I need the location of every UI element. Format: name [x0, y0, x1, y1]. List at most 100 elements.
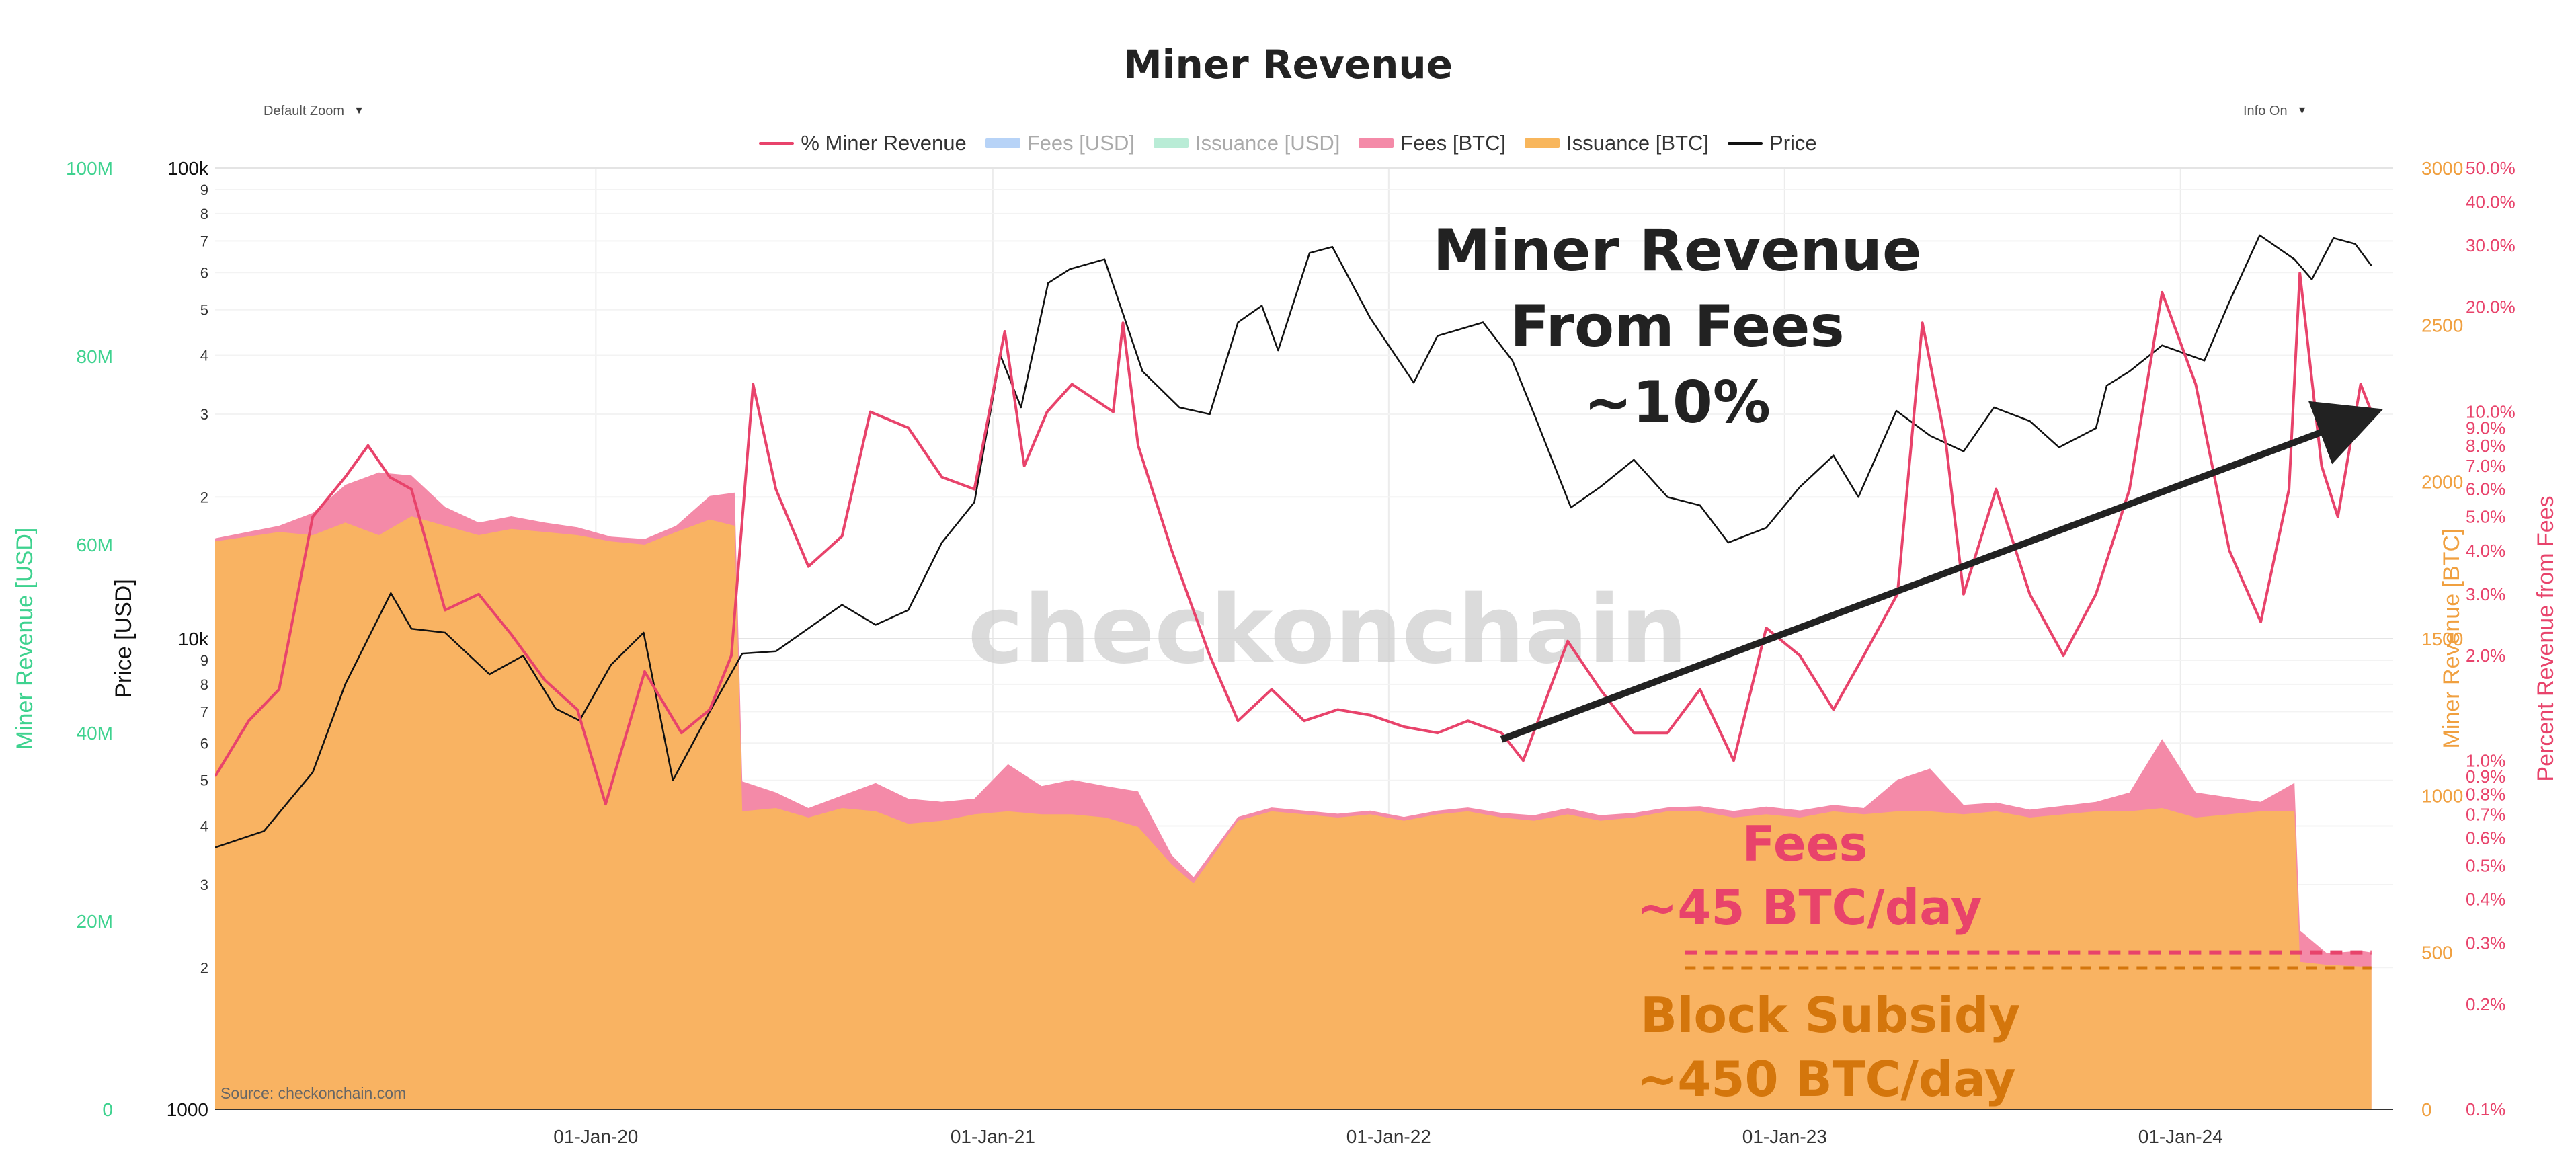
legend-swatch [1728, 142, 1763, 145]
subsidy-value: ~450 BTC/day [1637, 1051, 2016, 1107]
chevron-down-icon: ▼ [2296, 105, 2308, 116]
btc-revenue-tick: 2000 [2421, 472, 2463, 493]
price-minor-tick: 4 [200, 818, 208, 835]
fee-pct-tick: 0.8% [2466, 785, 2505, 805]
miner-revenue-pct-line [215, 272, 2373, 806]
fee-pct-tick: 30.0% [2466, 235, 2515, 255]
price-minor-tick: 5 [200, 772, 208, 789]
x-tick-label: 01-Jan-20 [553, 1126, 638, 1147]
usd-revenue-tick: 40M [77, 723, 113, 744]
btc-revenue-tick: 3000 [2421, 158, 2463, 179]
usd-revenue-tick: 60M [77, 534, 113, 555]
info-dropdown-label: Info On [2243, 103, 2288, 118]
revenue-areas [215, 472, 2372, 1109]
zoom-dropdown[interactable]: Default Zoom ▼ [255, 99, 385, 122]
price-line [215, 234, 2372, 848]
source-note: Source: checkonchain.com [220, 1084, 407, 1102]
watermark: checkonchain [968, 575, 1688, 685]
legend-label: Fees [BTC] [1400, 131, 1506, 155]
legend-item[interactable]: Price [1728, 131, 1817, 155]
legend-item[interactable]: Fees [USD] [985, 131, 1135, 155]
legend-label: Fees [USD] [1027, 131, 1135, 155]
fee-pct-tick: 2.0% [2466, 645, 2505, 666]
price-minor-tick: 5 [200, 302, 208, 319]
x-tick-label: 01-Jan-21 [951, 1126, 1035, 1147]
arrow-annotation: Miner Revenue From Fees ~10% [1433, 217, 1922, 436]
price-minor-tick: 8 [200, 206, 208, 223]
legend-swatch [985, 138, 1020, 148]
legend-label: % Miner Revenue [801, 131, 967, 155]
price-minor-tick: 6 [200, 735, 208, 752]
fee-pct-tick: 0.5% [2466, 855, 2505, 875]
fee-pct-tick: 9.0% [2466, 417, 2505, 438]
fee-pct-tick: 20.0% [2466, 296, 2515, 317]
series-lines [215, 234, 2373, 848]
legend-item[interactable]: Fees [BTC] [1359, 131, 1506, 155]
fee-pct-tick: 4.0% [2466, 541, 2505, 561]
legend-label: Price [1769, 131, 1817, 155]
price-minor-tick: 7 [200, 703, 208, 720]
btc-revenue-tick: 2500 [2421, 315, 2463, 335]
subsidy-title: Block Subsidy [1640, 987, 2020, 1043]
legend-item[interactable]: % Miner Revenue [759, 131, 967, 155]
arrow-label-line-2: From Fees [1510, 293, 1844, 360]
legend-item[interactable]: Issuance [USD] [1153, 131, 1340, 155]
fees-title: Fees [1742, 815, 1868, 872]
fee-pct-tick: 0.2% [2466, 994, 2505, 1014]
btc-revenue-tick: 1500 [2421, 629, 2463, 649]
fee-pct-axis-label: Percent Revenue from Fees [2533, 495, 2559, 781]
arrow-label-line-1: Miner Revenue [1433, 217, 1922, 284]
price-minor-tick: 3 [200, 406, 208, 423]
legend-swatch [759, 142, 795, 145]
info-dropdown[interactable]: Info On ▼ [2235, 99, 2337, 122]
price-minor-tick: 4 [200, 348, 208, 364]
fee-pct-tick: 6.0% [2466, 479, 2505, 500]
trend-arrow [1500, 401, 2384, 743]
usd-revenue-tick: 80M [77, 346, 113, 367]
fee-pct-tick: 40.0% [2466, 192, 2515, 212]
fee-pct-tick: 8.0% [2466, 436, 2505, 456]
legend-swatch [1525, 138, 1560, 148]
price-axis-label: Price [USD] [111, 579, 136, 699]
fee-pct-tick: 10.0% [2466, 402, 2515, 422]
fee-pct-tick: 5.0% [2466, 507, 2505, 527]
legend-item[interactable]: Issuance [BTC] [1525, 131, 1709, 155]
price-minor-tick: 2 [200, 489, 208, 506]
price-minor-tick: 6 [200, 264, 208, 281]
price-minor-tick: 8 [200, 676, 208, 693]
fee-pct-tick: 7.0% [2466, 456, 2505, 476]
price-major-tick: 100k [167, 158, 209, 179]
btc-revenue-axis-label: Miner Revenue [BTC] [2439, 529, 2464, 749]
price-minor-tick: 7 [200, 233, 208, 249]
fee-pct-tick: 0.7% [2466, 805, 2505, 825]
usd-revenue-tick: 100M [66, 158, 113, 179]
fee-pct-tick: 0.4% [2466, 889, 2505, 910]
chevron-down-icon: ▼ [354, 105, 364, 116]
fee-pct-tick: 1.0% [2466, 750, 2505, 770]
price-minor-tick: 9 [200, 652, 208, 669]
legend: % Miner Revenue Fees [USD] Issuance [USD] F… [0, 131, 2576, 155]
fee-pct-tick: 0.9% [2466, 766, 2505, 787]
price-major-tick: 10k [178, 629, 209, 649]
fee-pct-tick: 3.0% [2466, 584, 2505, 604]
usd-revenue-axis-label: Miner Revenue [USD] [12, 528, 38, 750]
chart-title: Miner Revenue [1123, 42, 1453, 87]
issuance-btc-area [215, 516, 2372, 1109]
fees-value: ~45 BTC/day [1637, 879, 1982, 936]
zoom-dropdown-label: Default Zoom [264, 103, 345, 118]
reference-lines [1685, 950, 2372, 970]
btc-revenue-tick: 0 [2421, 1099, 2432, 1120]
fee-pct-tick: 0.1% [2466, 1099, 2505, 1119]
usd-revenue-tick: 0 [102, 1099, 113, 1120]
axes: 01-Jan-20 01-Jan-21 01-Jan-22 01-Jan-23 01-J… [12, 158, 2559, 1147]
x-tick-label: 01-Jan-22 [1346, 1126, 1431, 1147]
price-minor-tick: 9 [200, 182, 208, 198]
price-major-tick: 1000 [167, 1099, 208, 1120]
btc-revenue-tick: 1000 [2421, 785, 2463, 806]
arrow-label-line-3: ~10% [1584, 369, 1771, 436]
price-minor-tick: 3 [200, 877, 208, 893]
legend-label: Issuance [BTC] [1566, 131, 1709, 155]
legend-swatch [1359, 138, 1394, 148]
fee-pct-tick: 0.6% [2466, 828, 2505, 848]
